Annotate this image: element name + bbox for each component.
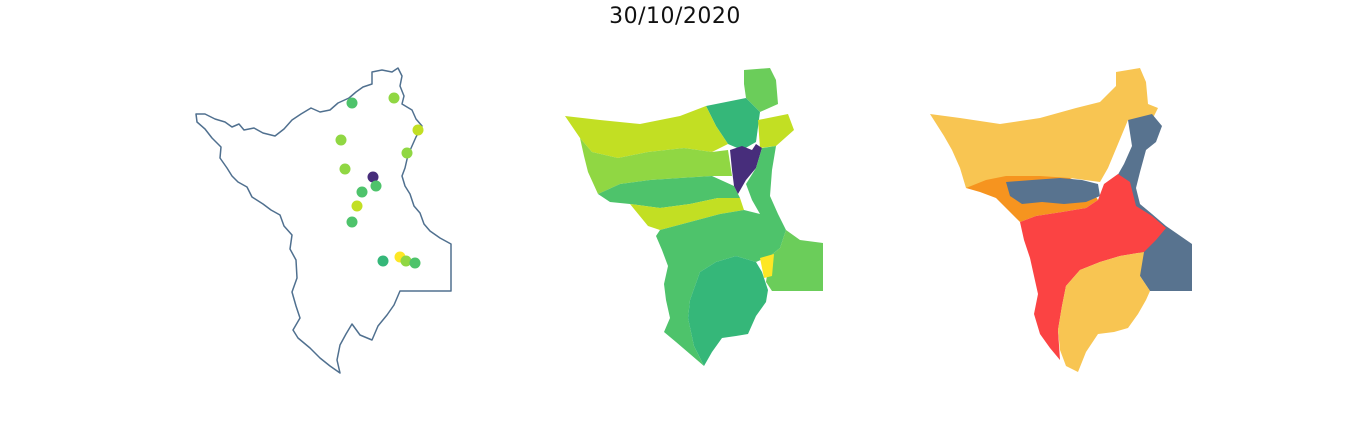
station-point: [377, 255, 389, 267]
basin-north-upper: [744, 68, 778, 112]
station-point: [412, 124, 424, 136]
basin-northeast: [758, 114, 794, 148]
region-outline: [195, 67, 452, 374]
basin-west: [580, 138, 732, 194]
station-point: [370, 180, 382, 192]
category-northeast-slate: [1116, 114, 1192, 291]
basin-northwest: [565, 106, 728, 158]
basin-west-lower: [598, 176, 740, 208]
basin-central: [656, 210, 786, 366]
basin-highlight: [730, 144, 762, 194]
category-south-yellow: [1058, 252, 1150, 372]
station-point: [335, 134, 347, 146]
station-point: [346, 97, 358, 109]
station-point: [401, 147, 413, 159]
figure-title: 30/10/2020: [609, 4, 741, 29]
basin-small-yellow: [760, 254, 774, 278]
station-point: [356, 186, 368, 198]
basin-southwest-band: [630, 198, 744, 230]
station-point: [367, 171, 379, 183]
basin-east-lowland: [766, 230, 823, 291]
station-point: [351, 200, 363, 212]
category-north-yellow: [930, 68, 1158, 188]
basin-north-middle: [706, 98, 760, 150]
basin-east-strip: [746, 146, 778, 222]
category-central-red: [1020, 174, 1166, 360]
station-point: [339, 163, 351, 175]
basin-south: [688, 256, 768, 366]
station-point: [346, 216, 358, 228]
station-point: [400, 255, 412, 267]
station-point: [409, 257, 421, 269]
category-west-slate: [1006, 178, 1100, 204]
station-point: [388, 92, 400, 104]
